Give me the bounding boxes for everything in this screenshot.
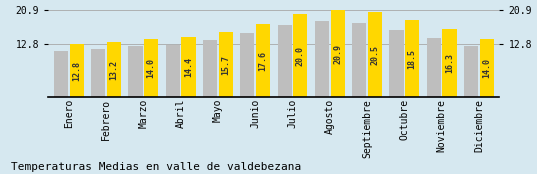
Bar bbox=[480, 39, 494, 97]
Text: 17.6: 17.6 bbox=[258, 51, 267, 71]
Bar bbox=[219, 32, 233, 97]
Bar bbox=[315, 21, 329, 97]
Bar bbox=[241, 33, 255, 97]
Bar bbox=[442, 29, 456, 97]
Text: 14.0: 14.0 bbox=[482, 58, 491, 78]
Bar bbox=[70, 44, 84, 97]
Text: 18.5: 18.5 bbox=[408, 49, 417, 69]
Bar bbox=[166, 45, 180, 97]
Text: 20.0: 20.0 bbox=[296, 46, 305, 66]
Bar bbox=[91, 49, 105, 97]
Bar bbox=[182, 37, 195, 97]
Text: 14.0: 14.0 bbox=[147, 58, 156, 78]
Text: 16.3: 16.3 bbox=[445, 53, 454, 73]
Bar bbox=[54, 51, 68, 97]
Bar bbox=[203, 40, 217, 97]
Text: 20.5: 20.5 bbox=[371, 45, 380, 65]
Bar bbox=[368, 12, 382, 97]
Text: Temperaturas Medias en valle de valdebezana: Temperaturas Medias en valle de valdebez… bbox=[11, 162, 301, 172]
Bar bbox=[464, 46, 478, 97]
Bar bbox=[107, 42, 121, 97]
Text: 12.8: 12.8 bbox=[72, 61, 81, 81]
Text: 14.4: 14.4 bbox=[184, 57, 193, 77]
Text: 20.9: 20.9 bbox=[333, 44, 342, 64]
Bar bbox=[128, 46, 143, 97]
Bar bbox=[256, 24, 270, 97]
Text: 13.2: 13.2 bbox=[110, 60, 119, 80]
Bar bbox=[389, 30, 404, 97]
Text: 15.7: 15.7 bbox=[221, 55, 230, 75]
Bar bbox=[405, 20, 419, 97]
Bar bbox=[352, 23, 366, 97]
Bar bbox=[427, 38, 441, 97]
Bar bbox=[144, 39, 158, 97]
Bar bbox=[331, 10, 345, 97]
Bar bbox=[293, 14, 307, 97]
Bar bbox=[278, 25, 292, 97]
